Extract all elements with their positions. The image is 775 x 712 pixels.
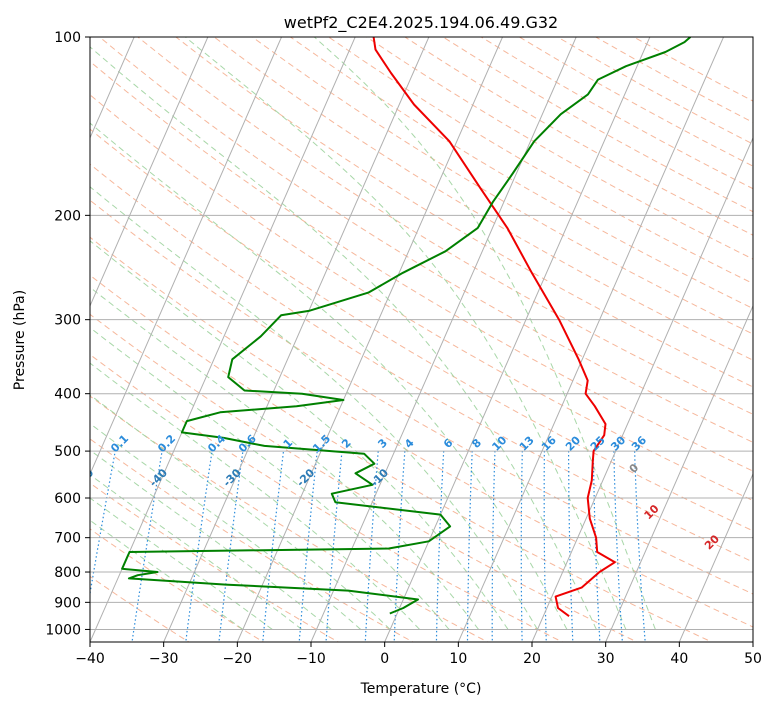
dry-adiabat-line <box>443 37 775 644</box>
mixing-ratio-label: 6 <box>441 436 456 451</box>
isotherm-line <box>679 37 775 642</box>
mixing-ratio-line <box>492 451 495 644</box>
mixing-ratio-line <box>521 451 522 644</box>
moist-adiabat-line <box>0 37 567 629</box>
dry-adiabat-line <box>214 37 775 644</box>
isotherm-line <box>0 37 61 642</box>
moist-adiabat-line <box>314 37 655 629</box>
mixing-ratio-line <box>436 451 443 644</box>
moist-adiabat-line <box>0 37 243 629</box>
dry-adiabat-line <box>290 37 775 644</box>
x-tick-label: 40 <box>670 651 688 667</box>
x-tick-label: 50 <box>744 651 762 667</box>
x-tick-label: −20 <box>223 651 253 667</box>
mixing-ratio-line <box>186 451 213 644</box>
line-labels-layer: -100-90-80-70-60-50-40-30-20-1000.10.20.… <box>0 20 775 604</box>
dewpoint-profile-line <box>122 37 690 614</box>
dry-adiabat-line <box>0 37 417 644</box>
isotherm-line <box>237 37 502 642</box>
isotherm-zero-label: 0 <box>627 461 642 476</box>
isotherm-line <box>606 37 775 642</box>
dry-adiabat-line <box>0 37 343 644</box>
mixing-ratio-line <box>326 451 342 644</box>
mixing-ratio-line <box>544 451 546 644</box>
moist-adiabat-line <box>79 37 597 629</box>
dry-adiabat-line <box>596 37 775 644</box>
dry-adiabat-label: 10 <box>642 502 662 522</box>
y-tick-label: 900 <box>54 595 81 611</box>
dry-adiabat-line <box>481 37 775 644</box>
dry-adiabat-line <box>252 37 775 644</box>
dry-adiabat-line <box>0 37 567 644</box>
mixing-ratio-label: 20 <box>563 433 583 453</box>
dry-adiabat-line <box>0 37 492 644</box>
moist-adiabat-label: -40 <box>147 466 170 489</box>
dry-adiabat-line <box>519 37 775 644</box>
x-tick-label: −30 <box>149 651 179 667</box>
x-tick-label: 10 <box>449 651 467 667</box>
y-tick-label: 200 <box>54 208 81 224</box>
y-tick-label: 300 <box>54 313 81 329</box>
background-lines-layer <box>0 37 775 644</box>
mixing-ratio-label: 2 <box>339 436 354 451</box>
moist-adiabat-line <box>0 37 302 629</box>
dry-adiabat-label: 30 <box>764 559 775 579</box>
dry-adiabat-line <box>634 37 775 644</box>
mixing-ratio-line <box>263 451 284 644</box>
dry-adiabat-label: 20 <box>702 532 722 552</box>
chart-title: wetPf2_C2E4.2025.194.06.49.G32 <box>284 13 558 33</box>
y-tick-label: 1000 <box>45 622 81 638</box>
sounding-lines-layer <box>122 37 690 616</box>
dry-adiabat-line <box>62 37 775 644</box>
y-tick-label: 100 <box>54 30 81 46</box>
isotherm-line <box>385 37 650 642</box>
mixing-ratio-line <box>635 451 646 644</box>
y-axis-label: Pressure (hPa) <box>12 290 28 390</box>
mixing-ratio-line <box>614 451 623 644</box>
mixing-ratio-line <box>81 451 115 644</box>
x-tick-label: −10 <box>296 651 326 667</box>
mixing-ratio-label: 8 <box>469 436 484 451</box>
x-axis-label: Temperature (°C) <box>360 681 482 697</box>
moist-adiabat-label: -60 <box>0 466 23 489</box>
dry-adiabat-line <box>176 37 775 644</box>
y-tick-label: 600 <box>54 491 81 507</box>
x-tick-label: 30 <box>597 651 615 667</box>
mixing-ratio-label: 36 <box>629 433 649 453</box>
y-tick-label: 800 <box>54 565 81 581</box>
y-tick-label: 700 <box>54 531 81 547</box>
isotherm-line <box>753 37 775 642</box>
x-tick-label: 20 <box>523 651 541 667</box>
mixing-ratio-label: 10 <box>489 433 509 453</box>
dry-adiabat-line <box>0 37 268 644</box>
mixing-ratio-label: 30 <box>608 433 628 453</box>
x-tick-label: −40 <box>75 651 105 667</box>
temperature-profile-line <box>374 37 615 616</box>
y-tick-label: 500 <box>54 444 81 460</box>
isotherm-line <box>311 37 576 642</box>
x-tick-label: 0 <box>380 651 389 667</box>
y-tick-label: 400 <box>54 387 81 403</box>
mixing-ratio-label: 0.2 <box>155 432 178 455</box>
moist-adiabat-label: -20 <box>294 466 317 489</box>
